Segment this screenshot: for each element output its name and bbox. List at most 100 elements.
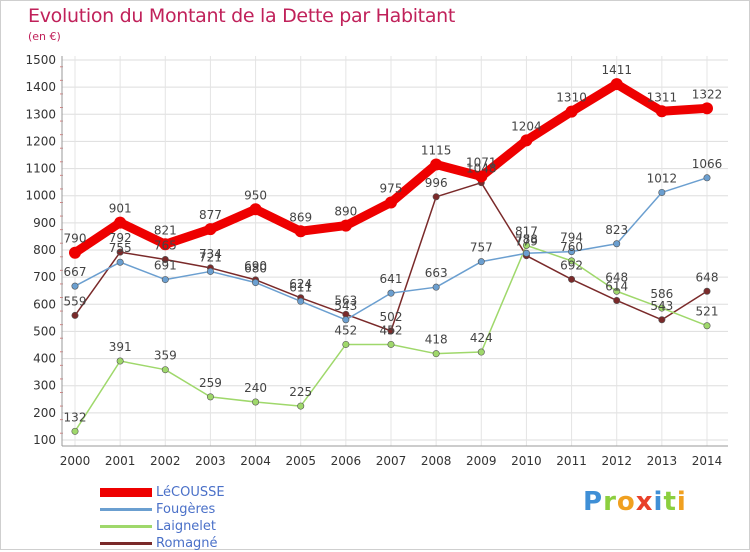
data-label: 721 (199, 250, 222, 264)
proxiti-logo: Proxiti (583, 487, 687, 517)
data-label: 823 (605, 223, 628, 237)
data-point (701, 102, 713, 115)
data-point (432, 350, 440, 358)
legend-label: LéCOUSSE (156, 485, 225, 500)
x-tick-label: 2004 (240, 454, 271, 468)
x-tick-label: 2003 (195, 454, 226, 468)
series-0 (69, 78, 713, 259)
data-point (520, 134, 533, 147)
data-label: 760 (560, 240, 583, 254)
y-tick-label: 100 (33, 433, 56, 447)
logo-letter: i (676, 487, 687, 517)
data-point (252, 398, 260, 406)
legend-label: Romagné (156, 536, 218, 551)
y-tick-label: 900 (33, 216, 56, 230)
data-point (204, 223, 217, 236)
data-point (342, 340, 350, 348)
x-tick-label: 2005 (285, 454, 316, 468)
data-label: 996 (425, 176, 448, 190)
data-point (116, 258, 124, 266)
data-label: 648 (605, 270, 628, 284)
x-tick-label: 2014 (692, 454, 723, 468)
chart-title: Evolution du Montant de la Dette par Hab… (28, 5, 456, 27)
data-point (568, 248, 576, 256)
data-label: 755 (109, 241, 132, 255)
legend-label: Fougères (156, 502, 216, 517)
plot-area (62, 56, 730, 446)
data-label: 543 (334, 299, 357, 313)
data-label: 663 (425, 266, 448, 280)
data-label: 877 (199, 208, 222, 222)
logo-letter: x (635, 487, 654, 517)
y-tick-label: 1500 (25, 53, 56, 67)
data-point (206, 267, 214, 275)
data-label: 1012 (647, 171, 678, 185)
data-point (703, 174, 711, 182)
legend-swatch (100, 525, 152, 528)
data-point (655, 105, 668, 118)
logo-letter: P (583, 487, 604, 517)
data-label: 559 (64, 294, 87, 308)
legend-label: Laignelet (156, 519, 217, 534)
data-point (430, 158, 443, 171)
data-point (703, 287, 711, 295)
logo-letter: i (653, 487, 664, 517)
data-label: 790 (64, 232, 87, 246)
data-point (161, 255, 169, 263)
chart-subtitle: (en €) (28, 30, 61, 43)
data-label: 890 (334, 205, 357, 219)
data-point (658, 304, 666, 312)
x-tick-label: 2007 (376, 454, 407, 468)
x-tick-label: 2002 (150, 454, 181, 468)
logo-letter: o (616, 487, 636, 517)
data-label: 869 (289, 210, 312, 224)
data-point (658, 316, 666, 324)
y-tick-label: 700 (33, 270, 56, 284)
y-tick-label: 300 (33, 379, 56, 393)
data-point (432, 283, 440, 291)
data-point (69, 246, 81, 259)
data-label: 132 (64, 410, 87, 424)
data-point (610, 78, 623, 91)
data-point (116, 357, 124, 365)
data-label: 1322 (692, 87, 723, 101)
y-tick-label: 200 (33, 406, 56, 420)
data-label: 502 (380, 310, 403, 324)
data-point (71, 282, 79, 290)
data-label: 641 (380, 272, 403, 286)
data-label: 418 (425, 333, 448, 347)
data-point (568, 257, 576, 265)
data-point (477, 258, 485, 266)
data-point (613, 287, 621, 295)
data-label: 452 (334, 323, 357, 337)
data-label: 1411 (601, 63, 632, 77)
x-tick-label: 2001 (105, 454, 136, 468)
data-label: 788 (515, 232, 538, 246)
data-point (387, 340, 395, 348)
logo-letter: t (663, 487, 677, 517)
data-point (387, 289, 395, 297)
data-point (522, 249, 530, 257)
data-point (385, 196, 397, 209)
y-tick-label: 1400 (25, 80, 56, 94)
data-label: 692 (560, 258, 583, 272)
data-label: 690 (244, 259, 267, 273)
data-point (159, 238, 172, 251)
x-tick-label: 2000 (60, 454, 91, 468)
data-label: 1066 (692, 157, 723, 171)
data-point (613, 240, 621, 248)
data-label: 624 (289, 277, 312, 291)
data-point (297, 297, 305, 305)
data-label: 1048 (466, 162, 497, 176)
data-label: 817 (515, 224, 538, 238)
data-point (475, 170, 488, 183)
legend-swatch (100, 508, 152, 511)
legend-item: Fougères (100, 501, 300, 518)
y-tick-label: 400 (33, 352, 56, 366)
data-label: 1311 (647, 90, 678, 104)
data-point (342, 316, 350, 324)
data-point (565, 105, 578, 118)
legend-swatch (100, 488, 152, 497)
data-point (477, 348, 485, 356)
